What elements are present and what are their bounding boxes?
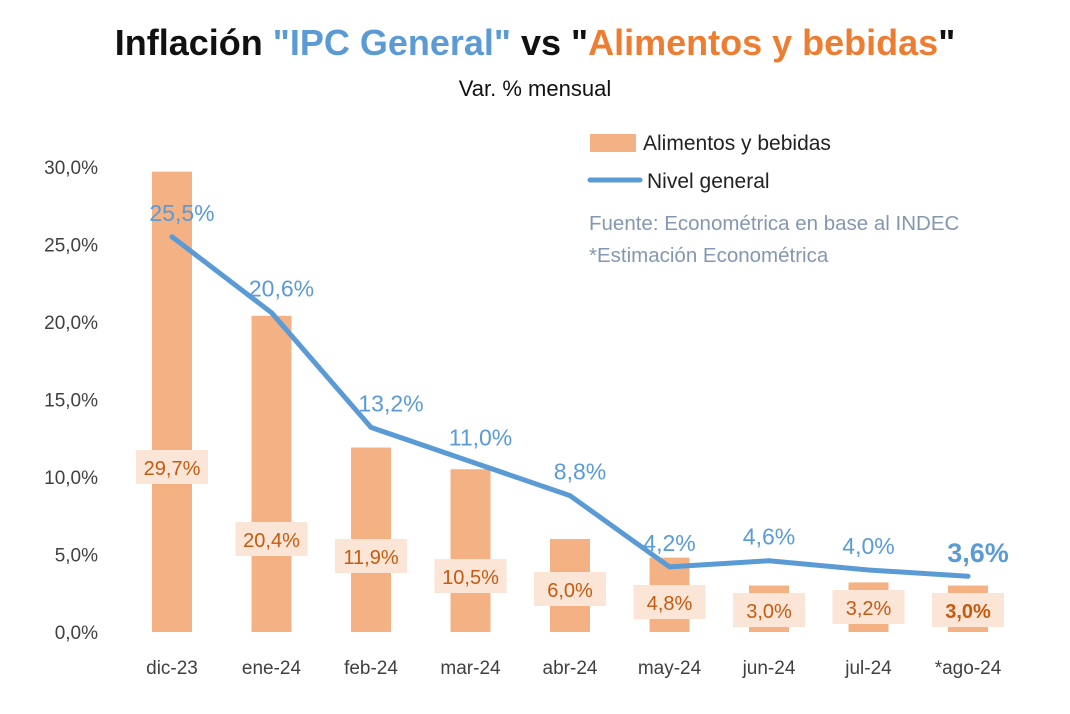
x-tick-label: *ago-24 (935, 658, 1002, 679)
title-part-ipc-general: "IPC General" (272, 22, 511, 63)
bar-series-alimentos (152, 171, 988, 632)
line-data-label: 25,5% (149, 200, 214, 226)
line-data-label: 8,8% (554, 459, 606, 485)
line-data-labels: 25,5% 20,6% 13,2% 11,0% 8,8% 4,2% 4,6% 4,0% 3,6% (149, 200, 1008, 568)
title-part-inflacion: Inflación (114, 22, 273, 63)
bar-data-label-bg (832, 590, 905, 624)
bar-data-label: 11,9% (343, 547, 398, 569)
line-series-nivel-general (169, 234, 971, 579)
line-point (967, 575, 969, 577)
bar-data-label-bg (633, 585, 706, 619)
bar-data-label-bg (235, 522, 308, 556)
bar-data-labels: 29,7% 20,4% 11,9% 10,5% 6,0% 4,8% 3,0% 3,2% 3,0% (136, 450, 1004, 627)
bar-data-label: 4,8% (647, 593, 693, 615)
title-part-quote: " (938, 22, 956, 63)
line-data-label: 4,6% (743, 524, 795, 550)
line-point (271, 312, 272, 314)
y-tick-label: 20,0% (44, 313, 98, 334)
bar-data-label-bg (932, 593, 1004, 627)
line-point (868, 569, 869, 571)
bar-data-label: 3,0% (945, 601, 991, 623)
source-note: Fuente: Econométrica en base al INDEC (589, 212, 960, 235)
x-tick-label: mar-24 (440, 658, 501, 679)
bar (251, 315, 292, 632)
bar-data-label: 29,7% (144, 458, 201, 480)
line-data-label: 20,6% (249, 276, 314, 302)
bar-data-label: 3,2% (846, 598, 892, 620)
title-part-alimentos: Alimentos y bebidas (588, 22, 939, 63)
line-point (370, 426, 372, 428)
y-tick-label: 25,0% (44, 236, 98, 257)
bar-data-label: 6,0% (547, 580, 593, 602)
bar-data-label-bg (733, 593, 805, 627)
bar (450, 469, 491, 632)
bar-data-label-bg (434, 559, 507, 593)
bar-data-label-bg (136, 450, 208, 484)
line-point (669, 566, 670, 568)
y-tick-label: 10,0% (44, 468, 98, 489)
bar-data-label-bg (534, 572, 606, 606)
bar-data-label-bg (335, 539, 407, 573)
x-axis: dic-23 ene-24 feb-24 mar-24 abr-24 may-24 jun-… (146, 658, 1002, 679)
bar-data-label: 3,0% (746, 601, 792, 623)
chart-title: Inflación "IPC General" vs "Alimentos y … (0, 22, 1070, 64)
line-point (768, 560, 770, 562)
x-tick-label: feb-24 (344, 658, 398, 679)
y-tick-label: 30,0% (44, 158, 98, 179)
legend-bar-swatch (590, 134, 636, 152)
estimate-note: *Estimación Econométrica (589, 244, 829, 267)
line-data-label: 4,0% (842, 533, 894, 559)
y-tick-label: 0,0% (55, 623, 98, 644)
line-data-label: 11,0% (449, 425, 513, 451)
line-data-label: 3,6% (947, 538, 1009, 568)
x-tick-label: jul-24 (844, 658, 892, 679)
line-data-label: 13,2% (358, 390, 423, 416)
x-tick-label: may-24 (638, 658, 702, 679)
x-tick-label: jun-24 (742, 658, 796, 679)
notes: Fuente: Econométrica en base al INDEC *E… (589, 212, 960, 267)
x-tick-label: dic-23 (146, 658, 198, 679)
legend-line-label: Nivel general (647, 170, 770, 193)
line-point (470, 461, 471, 462)
line-data-label: 4,2% (643, 530, 695, 556)
x-tick-label: abr-24 (543, 658, 598, 679)
x-tick-label: ene-24 (242, 658, 302, 679)
title-part-vs: vs " (510, 22, 589, 63)
line-point (171, 236, 173, 238)
bar-data-label: 10,5% (442, 567, 499, 589)
y-tick-label: 5,0% (55, 546, 98, 567)
legend-bar-label: Alimentos y bebidas (643, 132, 831, 155)
line-point (569, 495, 571, 497)
chart-subtitle: Var. % mensual (458, 76, 612, 101)
y-axis: 0,0% 5,0% 10,0% 15,0% 20,0% 25,0% 30,0% (44, 158, 98, 644)
bar-data-label: 20,4% (243, 530, 300, 552)
legend: Alimentos y bebidas Nivel general (587, 132, 831, 193)
bar (152, 171, 192, 632)
y-tick-label: 15,0% (44, 391, 98, 412)
